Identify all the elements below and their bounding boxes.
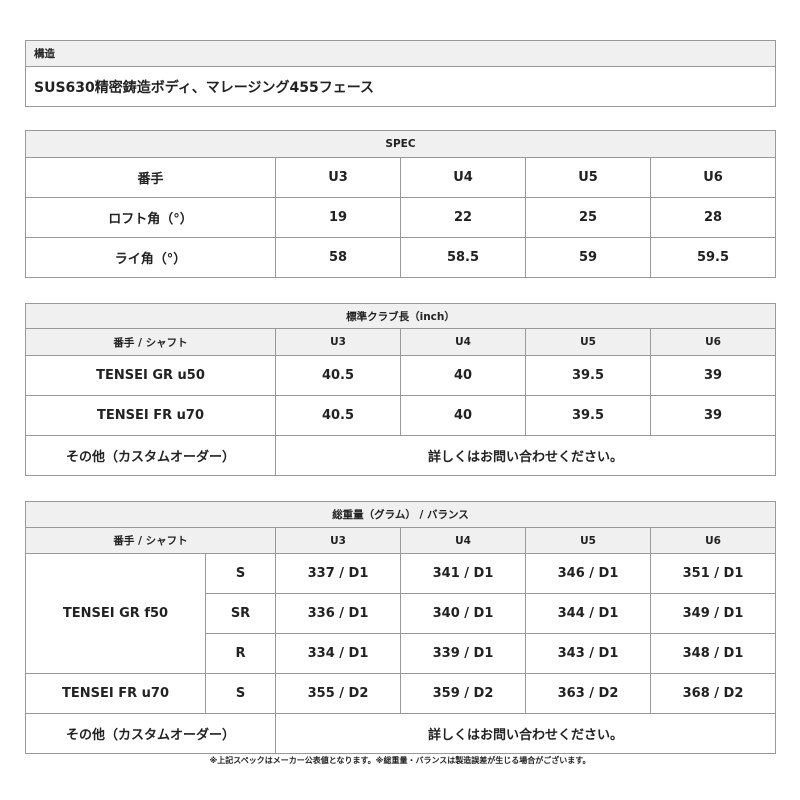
cell: 343 / D1 bbox=[525, 633, 651, 674]
spec-header-row: 番手 U3 U4 U5 U6 bbox=[25, 157, 776, 198]
cell: 348 / D1 bbox=[650, 633, 776, 674]
cell: その他（カスタムオーダー） bbox=[25, 435, 276, 476]
footnote: ※上記スペックはメーカー公表値となります。※総重量・バランスは製造誤差が生じる場… bbox=[209, 756, 591, 765]
table-row: ロフト角（°） 19 22 25 28 bbox=[25, 197, 776, 238]
cell: TENSEI GR u50 bbox=[25, 355, 276, 396]
cell: TENSEI GR f50 bbox=[25, 553, 206, 674]
cell: 40.5 bbox=[275, 355, 401, 396]
length-header-row: 番手 / シャフト U3 U4 U5 U6 bbox=[25, 328, 776, 356]
col-header: U5 bbox=[525, 328, 651, 356]
col-header: U6 bbox=[650, 157, 776, 198]
cell: S bbox=[205, 553, 276, 594]
cell: 340 / D1 bbox=[400, 593, 526, 634]
structure-header: 構造 bbox=[25, 40, 776, 67]
cell: 349 / D1 bbox=[650, 593, 776, 634]
cell: 19 bbox=[275, 197, 401, 238]
cell: 344 / D1 bbox=[525, 593, 651, 634]
cell: 39 bbox=[650, 395, 776, 436]
spec-table: SPEC 番手 U3 U4 U5 U6 ロフト角（°） 19 22 25 28 ライ角（… bbox=[25, 130, 776, 278]
weight-header-row: 番手 / シャフト U3 U4 U5 U6 bbox=[25, 527, 776, 554]
cell: 詳しくはお問い合わせください。 bbox=[275, 713, 776, 754]
table-row: TENSEI FR u70 40.5 40 39.5 39 bbox=[25, 395, 776, 436]
cell: ロフト角（°） bbox=[25, 197, 276, 238]
spec-title: SPEC bbox=[25, 130, 776, 158]
length-table: 標準クラブ長（inch） 番手 / シャフト U3 U4 U5 U6 TENSE… bbox=[25, 303, 776, 476]
cell: 341 / D1 bbox=[400, 553, 526, 594]
col-header: U5 bbox=[525, 157, 651, 198]
cell: 359 / D2 bbox=[400, 673, 526, 714]
table-row: ライ角（°） 58 58.5 59 59.5 bbox=[25, 237, 776, 278]
cell: 39.5 bbox=[525, 395, 651, 436]
cell: 58 bbox=[275, 237, 401, 278]
cell: 59 bbox=[525, 237, 651, 278]
col-header: U4 bbox=[400, 157, 526, 198]
structure-table: 構造 SUS630精密鋳造ボディ、マレージング455フェース bbox=[25, 40, 776, 107]
cell: 40 bbox=[400, 395, 526, 436]
cell: その他（カスタムオーダー） bbox=[25, 713, 276, 754]
table-row: SR 336 / D1 340 / D1 344 / D1 349 / D1 bbox=[26, 593, 776, 634]
cell: 355 / D2 bbox=[275, 673, 401, 714]
cell: 詳しくはお問い合わせください。 bbox=[275, 435, 776, 476]
cell: 25 bbox=[525, 197, 651, 238]
cell: 22 bbox=[400, 197, 526, 238]
cell: 339 / D1 bbox=[400, 633, 526, 674]
col-header: 番手 bbox=[25, 157, 276, 198]
length-title: 標準クラブ長（inch） bbox=[25, 303, 776, 329]
cell: 351 / D1 bbox=[650, 553, 776, 594]
cell: SR bbox=[205, 593, 276, 634]
cell: ライ角（°） bbox=[25, 237, 276, 278]
col-header: U4 bbox=[400, 527, 526, 554]
weight-title: 総重量（グラム） / バランス bbox=[25, 501, 776, 528]
col-header: U5 bbox=[525, 527, 651, 554]
table-row: TENSEI GR f50 S 337 / D1 341 / D1 346 / D1 3… bbox=[25, 553, 776, 674]
cell: 346 / D1 bbox=[525, 553, 651, 594]
cell: 337 / D1 bbox=[275, 553, 401, 594]
table-row: R 334 / D1 339 / D1 343 / D1 348 / D1 bbox=[26, 633, 776, 674]
cell: 58.5 bbox=[400, 237, 526, 278]
col-header: 番手 / シャフト bbox=[25, 328, 276, 356]
cell: R bbox=[205, 633, 276, 674]
weight-table: 総重量（グラム） / バランス 番手 / シャフト U3 U4 U5 U6 TE… bbox=[25, 501, 776, 754]
cell: 39 bbox=[650, 355, 776, 396]
col-header: U6 bbox=[650, 328, 776, 356]
table-row: その他（カスタムオーダー） 詳しくはお問い合わせください。 bbox=[25, 713, 776, 754]
cell: TENSEI FR u70 bbox=[25, 673, 206, 714]
col-header: 番手 / シャフト bbox=[25, 527, 276, 554]
cell: 59.5 bbox=[650, 237, 776, 278]
col-header: U3 bbox=[275, 157, 401, 198]
cell: 336 / D1 bbox=[275, 593, 401, 634]
cell: TENSEI FR u70 bbox=[25, 395, 276, 436]
table-row: TENSEI GR u50 40.5 40 39.5 39 bbox=[25, 355, 776, 396]
cell: S bbox=[205, 673, 276, 714]
col-header: U3 bbox=[275, 328, 401, 356]
table-row: TENSEI FR u70 S 355 / D2 359 / D2 363 / D2 3… bbox=[25, 673, 776, 714]
col-header: U6 bbox=[650, 527, 776, 554]
cell: 368 / D2 bbox=[650, 673, 776, 714]
col-header: U4 bbox=[400, 328, 526, 356]
table-row: その他（カスタムオーダー） 詳しくはお問い合わせください。 bbox=[25, 435, 776, 476]
cell: 39.5 bbox=[525, 355, 651, 396]
cell: 28 bbox=[650, 197, 776, 238]
cell: 363 / D2 bbox=[525, 673, 651, 714]
cell: 40 bbox=[400, 355, 526, 396]
cell: 334 / D1 bbox=[275, 633, 401, 674]
cell: 40.5 bbox=[275, 395, 401, 436]
col-header: U3 bbox=[275, 527, 401, 554]
structure-value: SUS630精密鋳造ボディ、マレージング455フェース bbox=[25, 66, 776, 107]
